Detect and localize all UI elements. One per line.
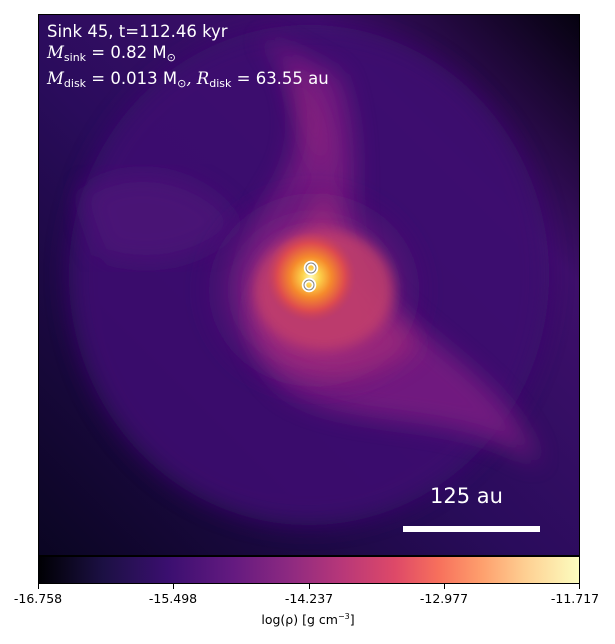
disk-mass-value: = 0.013 M xyxy=(86,69,178,88)
colorbar-label-text: log(ρ) [g cm xyxy=(261,612,338,628)
disk-solar-symbol: ⊙ xyxy=(177,77,187,90)
annotation-text: Sink 45, t=112.46 kyr Msink = 0.82 M⊙ Md… xyxy=(47,21,329,94)
scale-bar xyxy=(403,526,540,532)
disk-radius-sub: disk xyxy=(209,77,232,90)
mass-symbol: M xyxy=(47,43,64,62)
colorbar-tick-label: -15.498 xyxy=(148,591,198,606)
scale-bar-label: 125 au xyxy=(430,484,503,508)
colorbar-tick-label: -16.758 xyxy=(13,591,63,606)
colorbar-tick-label: -12.977 xyxy=(419,591,469,606)
disk-mass-symbol: M xyxy=(47,69,64,88)
colorbar-tick xyxy=(579,584,580,589)
disk-properties-label: Mdisk = 0.013 M⊙, Rdisk = 63.55 au xyxy=(47,68,329,94)
colorbar-label: log(ρ) [g cm−3] xyxy=(261,612,354,627)
mass-sub: sink xyxy=(63,51,87,64)
colorbar-tick-label: -11.717 xyxy=(550,591,600,606)
colorbar-tick-label: -14.237 xyxy=(284,591,334,606)
density-image xyxy=(39,15,579,555)
sink-time-label: Sink 45, t=112.46 kyr xyxy=(47,22,228,41)
colorbar-tick xyxy=(444,584,445,589)
colorbar-label-suffix: ] xyxy=(349,612,355,628)
colorbar-tick xyxy=(309,584,310,589)
sink-markers xyxy=(301,260,319,293)
sink-mass-value: = 0.82 M xyxy=(86,43,167,62)
solar-symbol: ⊙ xyxy=(166,51,176,64)
disk-radius-symbol: , R xyxy=(186,69,210,88)
disk-radius-value: = 63.55 au xyxy=(231,69,329,88)
colorbar-tick xyxy=(38,584,39,589)
colorbar-tick xyxy=(173,584,174,589)
colorbar-label-exponent: −3 xyxy=(337,612,350,621)
colorbar xyxy=(38,556,580,584)
sink-mass-label: Msink = 0.82 M⊙ xyxy=(47,42,329,68)
disk-mass-sub: disk xyxy=(63,77,87,90)
density-map xyxy=(38,14,580,556)
